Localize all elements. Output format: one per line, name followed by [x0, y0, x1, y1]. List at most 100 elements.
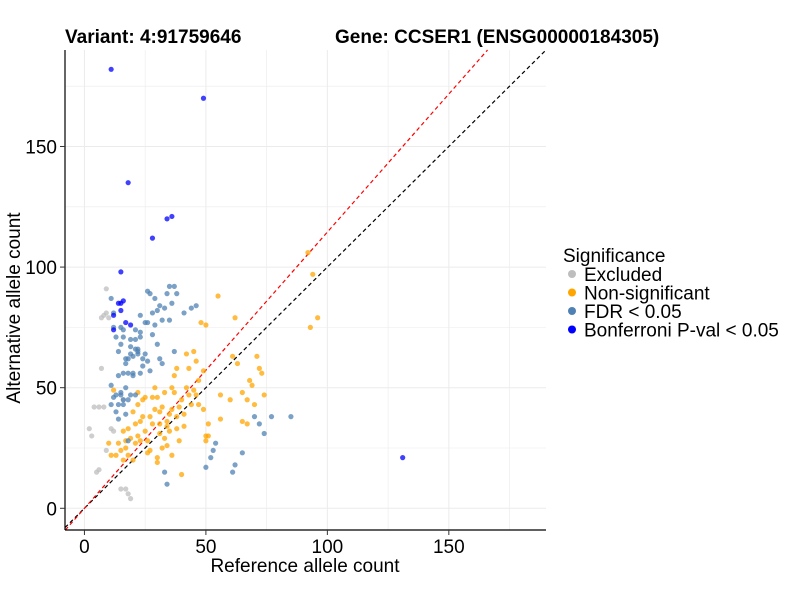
- point-non-significant: [169, 406, 175, 412]
- point-fdr-0-05: [159, 360, 165, 367]
- legend-key: [568, 325, 576, 334]
- point-non-significant: [191, 348, 197, 355]
- point-non-significant: [259, 370, 265, 376]
- point-non-significant: [183, 385, 190, 391]
- x-tick-label: 150: [433, 537, 465, 558]
- point-non-significant: [198, 319, 204, 326]
- point-fdr-0-05: [115, 401, 122, 408]
- point-fdr-0-05: [193, 303, 199, 309]
- ticks: 0 50 100 150 0 50 100 150: [25, 137, 464, 558]
- point-non-significant: [310, 271, 316, 277]
- point-non-significant: [217, 392, 224, 398]
- point-bonferroni-p-val-0-05: [125, 180, 131, 186]
- point-non-significant: [147, 447, 153, 454]
- legend-key: [568, 307, 576, 315]
- point-non-significant: [234, 360, 241, 367]
- grid: [65, 50, 546, 530]
- point-excluded: [123, 486, 129, 492]
- point-non-significant: [176, 438, 182, 444]
- point-fdr-0-05: [210, 447, 216, 454]
- point-fdr-0-05: [147, 291, 153, 297]
- point-fdr-0-05: [232, 462, 238, 468]
- point-fdr-0-05: [125, 370, 131, 376]
- point-non-significant: [315, 315, 321, 321]
- point-fdr-0-05: [162, 469, 168, 475]
- point-fdr-0-05: [115, 348, 122, 355]
- point-fdr-0-05: [132, 336, 139, 343]
- point-non-significant: [186, 365, 192, 371]
- point-bonferroni-p-val-0-05: [164, 216, 170, 222]
- point-bonferroni-p-val-0-05: [127, 322, 134, 328]
- point-non-significant: [200, 406, 207, 412]
- point-non-significant: [152, 406, 158, 412]
- point-non-significant: [108, 452, 114, 458]
- point-non-significant: [125, 426, 131, 432]
- point-non-significant: [166, 428, 173, 434]
- point-fdr-0-05: [208, 455, 214, 461]
- point-bonferroni-p-val-0-05: [118, 269, 124, 275]
- point-excluded: [106, 315, 112, 321]
- point-non-significant: [244, 421, 250, 427]
- point-non-significant: [179, 471, 185, 478]
- reference-line: [64, 49, 488, 531]
- point-non-significant: [130, 409, 136, 415]
- legend-label: Excluded: [584, 265, 662, 286]
- point-non-significant: [205, 421, 211, 427]
- point-fdr-0-05: [125, 438, 131, 444]
- point-non-significant: [154, 394, 160, 400]
- point-non-significant: [181, 411, 187, 417]
- point-non-significant: [118, 447, 124, 454]
- point-fdr-0-05: [127, 336, 134, 343]
- legend-key: [568, 288, 576, 297]
- point-non-significant: [152, 385, 158, 391]
- point-non-significant: [147, 414, 153, 420]
- point-excluded: [96, 404, 102, 410]
- point-non-significant: [179, 397, 185, 403]
- point-excluded: [103, 310, 109, 316]
- point-fdr-0-05: [137, 312, 143, 318]
- point-fdr-0-05: [120, 327, 126, 333]
- point-fdr-0-05: [130, 353, 136, 359]
- point-fdr-0-05: [113, 334, 119, 340]
- point-non-significant: [176, 404, 182, 410]
- point-fdr-0-05: [213, 440, 219, 446]
- point-fdr-0-05: [123, 360, 129, 367]
- point-non-significant: [166, 411, 173, 417]
- point-fdr-0-05: [123, 385, 129, 391]
- point-fdr-0-05: [137, 329, 143, 335]
- point-fdr-0-05: [125, 356, 131, 362]
- y-tick-label: 0: [46, 499, 57, 520]
- point-bonferroni-p-val-0-05: [149, 235, 156, 241]
- point-non-significant: [169, 385, 175, 391]
- legend-label: FDR < 0.05: [584, 302, 682, 323]
- point-non-significant: [174, 365, 180, 371]
- point-non-significant: [157, 430, 163, 437]
- point-fdr-0-05: [120, 370, 126, 376]
- point-non-significant: [193, 392, 199, 398]
- point-fdr-0-05: [120, 397, 126, 403]
- point-fdr-0-05: [132, 392, 139, 398]
- point-excluded: [127, 496, 134, 502]
- point-fdr-0-05: [164, 481, 170, 487]
- point-fdr-0-05: [166, 283, 173, 289]
- point-non-significant: [164, 418, 170, 425]
- point-non-significant: [157, 409, 163, 415]
- point-non-significant: [113, 452, 119, 458]
- point-fdr-0-05: [115, 416, 122, 422]
- y-tick-label: 150: [25, 137, 57, 158]
- point-non-significant: [130, 457, 136, 463]
- point-excluded: [91, 404, 97, 410]
- point-non-significant: [247, 377, 253, 384]
- point-fdr-0-05: [256, 421, 262, 427]
- point-fdr-0-05: [137, 370, 143, 376]
- point-non-significant: [144, 438, 151, 444]
- point-bonferroni-p-val-0-05: [118, 307, 124, 314]
- point-bonferroni-p-val-0-05: [115, 300, 122, 306]
- point-fdr-0-05: [159, 317, 165, 323]
- point-fdr-0-05: [132, 327, 139, 333]
- chart-title-gene: Gene: CCSER1 (ENSG00000184305): [335, 27, 659, 48]
- point-bonferroni-p-val-0-05: [400, 455, 406, 461]
- point-fdr-0-05: [162, 305, 168, 311]
- point-fdr-0-05: [188, 305, 194, 311]
- point-non-significant: [196, 401, 202, 408]
